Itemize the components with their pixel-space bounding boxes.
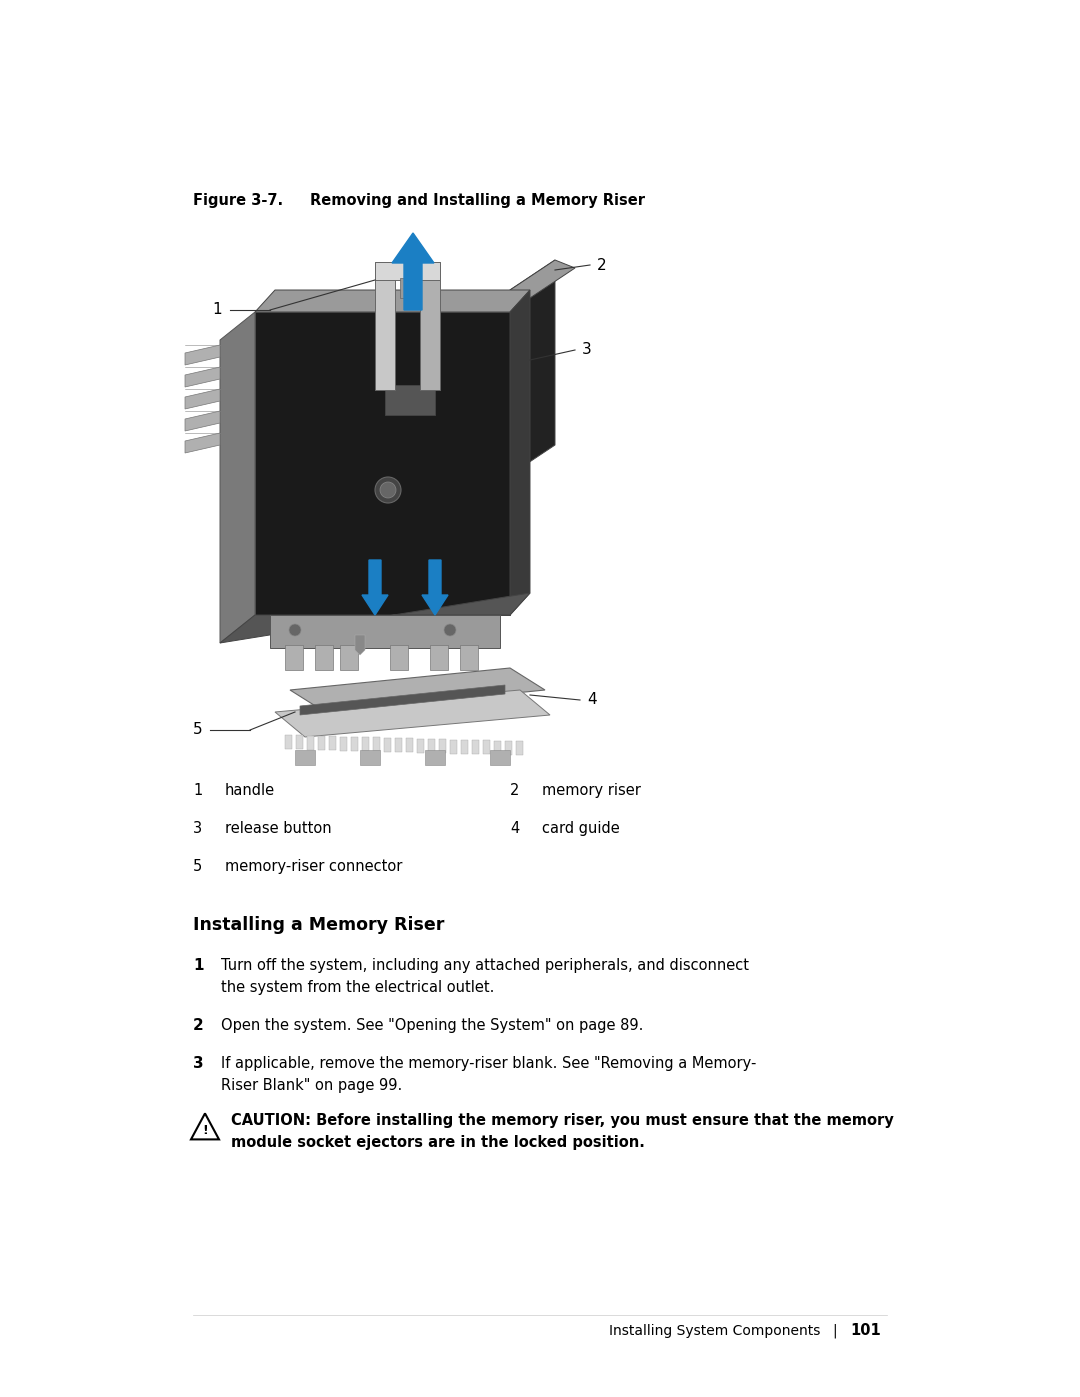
FancyArrow shape [362, 560, 388, 615]
Polygon shape [255, 312, 510, 615]
Text: Figure 3-7.: Figure 3-7. [193, 193, 283, 208]
Polygon shape [329, 736, 336, 750]
Polygon shape [510, 260, 555, 475]
Polygon shape [494, 740, 501, 754]
Polygon shape [340, 736, 347, 750]
Text: 3: 3 [582, 342, 592, 358]
Polygon shape [428, 739, 435, 753]
Polygon shape [510, 291, 530, 615]
Polygon shape [384, 386, 435, 415]
Polygon shape [285, 735, 292, 749]
Polygon shape [375, 263, 395, 390]
Circle shape [289, 624, 301, 636]
Text: Removing and Installing a Memory Riser: Removing and Installing a Memory Riser [310, 193, 645, 208]
Polygon shape [185, 411, 220, 432]
Text: 4: 4 [588, 693, 596, 707]
Text: release button: release button [225, 821, 332, 835]
Polygon shape [285, 645, 303, 671]
Text: CAUTION: Before installing the memory riser, you must ensure that the memory: CAUTION: Before installing the memory ri… [231, 1113, 894, 1127]
Polygon shape [185, 345, 220, 365]
Polygon shape [360, 750, 380, 766]
Polygon shape [315, 645, 333, 671]
Polygon shape [483, 740, 490, 754]
Text: If applicable, remove the memory-riser blank. See "Removing a Memory-: If applicable, remove the memory-riser b… [221, 1056, 756, 1071]
Text: Installing System Components: Installing System Components [609, 1324, 820, 1338]
Polygon shape [375, 263, 440, 279]
Polygon shape [438, 739, 446, 753]
Polygon shape [460, 645, 478, 671]
Polygon shape [220, 592, 530, 643]
Text: 5: 5 [192, 722, 202, 738]
Text: memory riser: memory riser [542, 782, 640, 798]
Polygon shape [270, 615, 500, 648]
Text: 5: 5 [193, 859, 202, 875]
Polygon shape [351, 736, 357, 750]
Text: Installing a Memory Riser: Installing a Memory Riser [193, 916, 444, 935]
Text: memory-riser connector: memory-riser connector [225, 859, 403, 875]
Polygon shape [390, 645, 408, 671]
Text: |: | [832, 1324, 837, 1338]
Polygon shape [220, 312, 255, 643]
Circle shape [380, 482, 396, 497]
Text: module socket ejectors are in the locked position.: module socket ejectors are in the locked… [231, 1134, 645, 1150]
Polygon shape [417, 739, 424, 753]
FancyArrow shape [422, 560, 448, 615]
Text: Open the system. See "Opening the System" on page 89.: Open the system. See "Opening the System… [221, 1018, 644, 1032]
Text: 1: 1 [193, 958, 203, 972]
Polygon shape [430, 645, 448, 671]
Polygon shape [275, 690, 550, 738]
Polygon shape [450, 739, 457, 753]
Text: 1: 1 [213, 303, 222, 317]
Text: 4: 4 [510, 821, 519, 835]
Polygon shape [505, 740, 512, 754]
Text: !: ! [202, 1125, 207, 1137]
Polygon shape [362, 738, 369, 752]
Text: Turn off the system, including any attached peripherals, and disconnect: Turn off the system, including any attac… [221, 958, 750, 972]
Circle shape [444, 624, 456, 636]
Polygon shape [355, 636, 365, 655]
Text: 101: 101 [850, 1323, 881, 1338]
Polygon shape [400, 278, 420, 298]
Polygon shape [296, 735, 303, 749]
Polygon shape [472, 740, 480, 754]
Polygon shape [516, 742, 523, 756]
Polygon shape [420, 263, 440, 390]
Polygon shape [406, 738, 413, 753]
Polygon shape [395, 738, 402, 752]
Text: Riser Blank" on page 99.: Riser Blank" on page 99. [221, 1078, 402, 1092]
Text: 2: 2 [510, 782, 519, 798]
Polygon shape [300, 685, 505, 715]
Polygon shape [340, 645, 357, 671]
Polygon shape [490, 750, 510, 766]
Polygon shape [295, 750, 315, 766]
Polygon shape [318, 736, 325, 750]
Text: card guide: card guide [542, 821, 620, 835]
Polygon shape [426, 750, 445, 766]
Polygon shape [373, 738, 380, 752]
Polygon shape [461, 740, 468, 754]
Polygon shape [185, 388, 220, 409]
Polygon shape [384, 738, 391, 752]
Text: 2: 2 [597, 257, 607, 272]
Text: handle: handle [225, 782, 275, 798]
Circle shape [375, 476, 401, 503]
Text: 1: 1 [193, 782, 202, 798]
Polygon shape [255, 291, 530, 312]
FancyArrow shape [392, 233, 434, 310]
Text: the system from the electrical outlet.: the system from the electrical outlet. [221, 981, 495, 995]
Polygon shape [307, 736, 314, 750]
Text: 2: 2 [193, 1018, 204, 1032]
Polygon shape [510, 260, 575, 298]
Polygon shape [291, 668, 545, 712]
Text: 3: 3 [193, 1056, 204, 1071]
Polygon shape [185, 367, 220, 387]
Text: 3: 3 [193, 821, 202, 835]
Polygon shape [185, 433, 220, 453]
